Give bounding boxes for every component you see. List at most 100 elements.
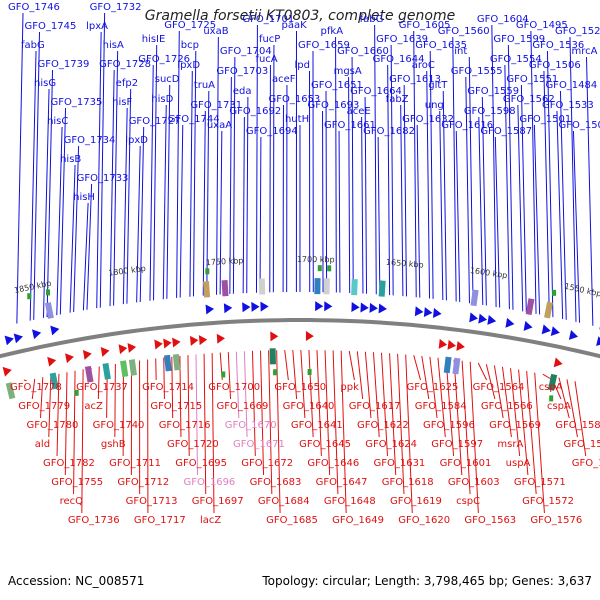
leader-line [574,381,587,457]
rna-marker [221,371,226,378]
gene-label: GFO_1670 [225,420,277,431]
gene-label: GFO_1713 [126,496,178,507]
leader-line [206,90,210,296]
rna-marker [27,293,32,300]
leader-line [534,372,545,514]
feature-box [470,289,479,307]
gene-label: GFO_1620 [398,515,450,526]
feature-box [128,359,137,376]
leader-line [530,30,537,314]
reverse-gene-arrow [172,337,181,348]
leader-line [389,353,397,476]
leader-line [176,30,180,298]
gene-label: lpxD [125,135,148,146]
leader-line [356,351,364,400]
leader-line [149,64,154,301]
gene-label: mgsA [334,66,362,77]
leader-line [572,130,581,323]
gene-label: GFO_1555 [451,66,503,77]
leader-line [390,44,394,296]
forward-gene-arrow [523,321,533,331]
forward-gene-arrow [13,333,23,344]
reverse-gene-arrow [118,344,128,355]
gene-label: GFO_1727 [129,116,181,127]
gene-label: GFO_1504 [558,120,600,131]
gene-label: GFO_1695 [175,458,227,469]
gene-label: GFO_1780 [27,420,79,431]
leader-line [374,24,377,295]
leader-line [211,353,215,514]
leader-line [452,36,457,302]
forward-gene-arrow [4,335,14,346]
reverse-gene-arrow [154,339,163,350]
circular-genome-map: 1550 kbp 1600 kbp 1650 kbp 1700 kbp 1750 kbp… [0,2,600,526]
forward-gene-arrow [487,315,497,325]
leader-line [558,377,570,419]
leader-line [485,364,496,400]
leader-line [340,350,347,514]
gene-label: GFO_1685 [266,515,318,526]
feature-box [452,357,461,375]
gene-label: GFO_1671 [233,439,285,450]
rna-marker [273,369,278,376]
gene-label: GFO_1624 [365,439,417,450]
feature-box [378,280,386,297]
kbp-tick-label: 1650 kbp [386,258,424,270]
gene-label: GFO_1622 [357,420,409,431]
gene-label: GFO_1669 [217,401,269,412]
gene-label: ung [425,100,444,111]
leader-line [413,355,422,381]
rna-marker [307,369,312,376]
gene-label: GFO_1576 [530,515,582,526]
feature-box [44,302,54,319]
rna-marker [327,265,332,272]
gene-label: GFO_1647 [316,477,368,488]
gene-label: GFO_1566 [481,401,533,412]
gene-label: GFO_1736 [68,515,120,526]
feature-box [525,298,535,316]
leader-line [122,107,128,305]
feature-box [443,356,452,374]
leader-line [491,24,497,308]
leader-line [126,88,132,304]
feature-box [5,382,16,400]
leader-line [195,354,198,476]
feature-box [221,280,229,297]
leader-line [520,84,527,313]
forward-gene-arrow [432,308,442,318]
leader-line [543,70,550,317]
leader-line [493,365,504,419]
rna-marker [74,389,79,396]
forward-gene-arrow [541,324,551,335]
leader-line [322,110,324,293]
leader-line [268,350,273,495]
gene-label: GFO_1651 [311,80,363,91]
gene-label: GFO_1779 [18,401,70,412]
leader-line [351,56,354,294]
forward-gene-arrow [260,301,269,312]
leader-line [405,354,413,514]
leader-line [468,56,474,304]
gene-label: mrcA [571,46,597,57]
gene-label: cspA [547,401,571,412]
gene-label: GFO_1554 [490,54,542,65]
gene-label: GFO_1572 [522,496,574,507]
reverse-gene-arrow [127,342,137,353]
leader-line [559,90,567,320]
leader-line [566,379,578,438]
leader-line [348,350,355,381]
gene-label: GFO_1737 [76,382,128,393]
leader-line [242,116,245,294]
leader-line [232,56,236,294]
gene-label: GFO_1562 [503,94,555,105]
leader-line [300,349,306,419]
rna-marker [317,265,322,272]
gene-label: GFO_1696 [183,477,235,488]
gene-label: GFO_1739 [38,59,90,70]
reverse-gene-arrow [189,335,199,346]
leader-line [260,350,265,476]
gene-label: GFO_1603 [448,477,500,488]
gene-label: lacZ [200,515,221,526]
gene-label: gshB [101,439,126,450]
leader-line [325,90,328,293]
